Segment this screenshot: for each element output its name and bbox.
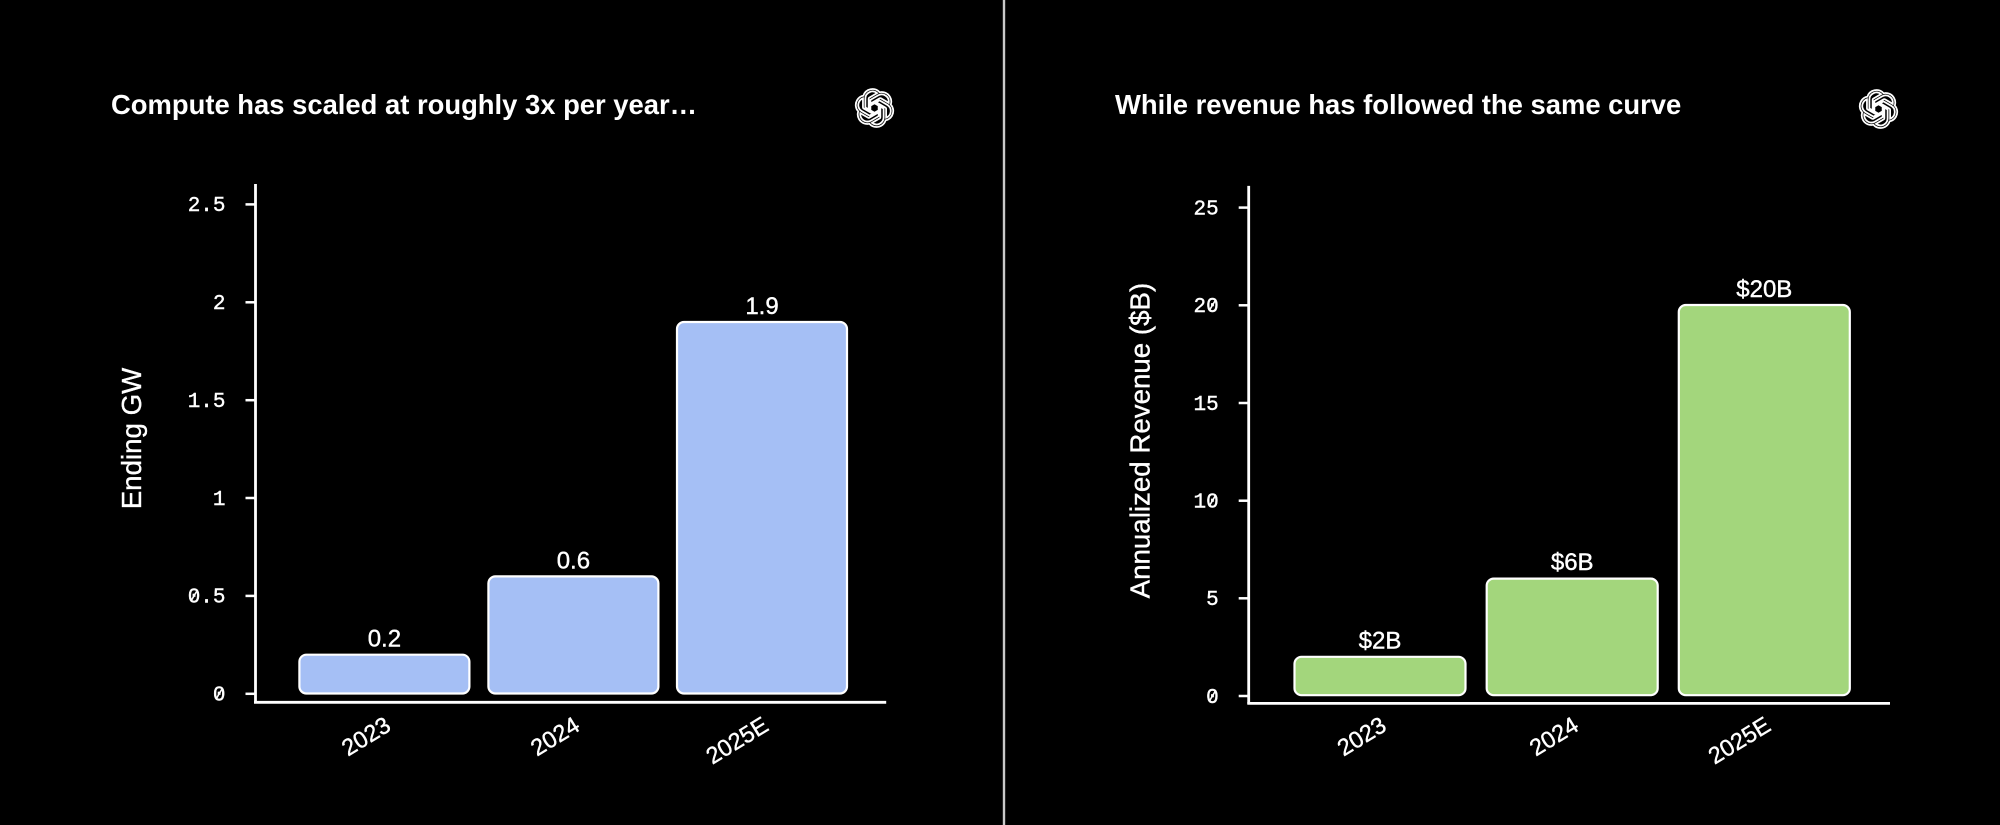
svg-text:25: 25	[1193, 198, 1218, 221]
svg-text:0.6: 0.6	[557, 547, 590, 574]
svg-text:20: 20	[1193, 296, 1218, 319]
svg-text:Compute has scaled at roughly: Compute has scaled at roughly 3x per yea…	[111, 89, 697, 120]
svg-text:Ending GW: Ending GW	[116, 367, 147, 509]
svg-text:$20B: $20B	[1736, 276, 1792, 303]
svg-text:2.5: 2.5	[188, 195, 226, 218]
svg-text:0: 0	[1206, 687, 1219, 710]
svg-text:$6B: $6B	[1551, 549, 1594, 576]
svg-text:1: 1	[213, 489, 226, 512]
svg-text:5: 5	[1206, 589, 1219, 612]
svg-text:While revenue has followed the: While revenue has followed the same curv…	[1115, 89, 1681, 120]
svg-text:2: 2	[213, 293, 226, 316]
svg-text:0.5: 0.5	[188, 587, 226, 610]
svg-text:0: 0	[213, 685, 226, 708]
svg-text:Annualized Revenue ($B): Annualized Revenue ($B)	[1124, 283, 1155, 599]
svg-text:1.5: 1.5	[188, 391, 226, 414]
svg-text:$2B: $2B	[1359, 628, 1402, 655]
svg-text:10: 10	[1193, 492, 1218, 515]
svg-text:1.9: 1.9	[745, 293, 778, 320]
svg-text:15: 15	[1193, 394, 1218, 417]
svg-text:0.2: 0.2	[368, 626, 401, 653]
